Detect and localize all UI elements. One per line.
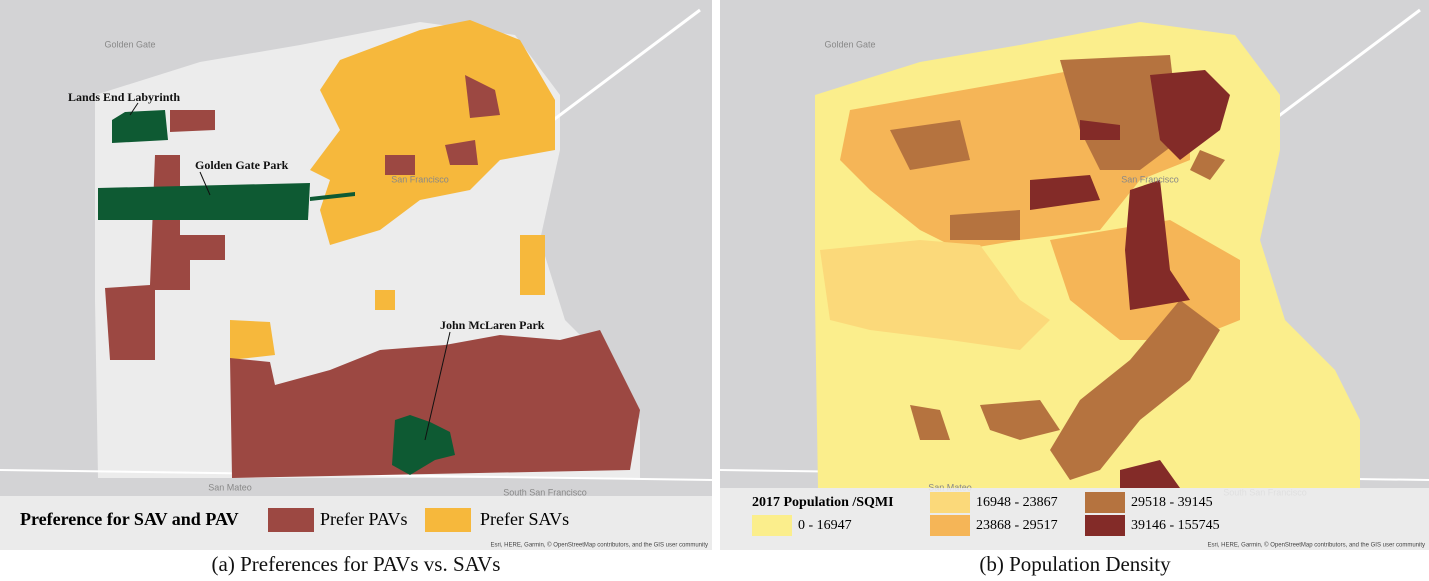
preference-region: [230, 320, 275, 360]
legend-label: 23868 - 29517: [976, 518, 1058, 533]
leader-line: [199, 171, 211, 196]
map-label: Golden Gate: [824, 39, 875, 49]
density-region: [1190, 150, 1225, 180]
preference-region: [385, 155, 415, 175]
density-region: [980, 400, 1060, 440]
legend-swatch: [930, 492, 970, 513]
density-region: [1120, 460, 1180, 488]
density-region: [820, 240, 1050, 350]
caption: (a) Preferences for PAVs vs. SAVs: [212, 552, 501, 576]
density-region: [950, 210, 1020, 240]
leader-line: [424, 331, 451, 441]
attribution: Esri, HERE, Garmin, © OpenStreetMap cont…: [1207, 542, 1425, 549]
density-region: [1150, 70, 1230, 160]
preference-region: [105, 155, 225, 360]
park: [98, 183, 310, 220]
density-region: [890, 120, 970, 170]
density-region: [1050, 300, 1220, 480]
preference-region: [375, 290, 395, 310]
legend-swatch: [1085, 515, 1125, 536]
legend-box: [0, 496, 712, 550]
preference-region: [230, 330, 640, 478]
legend-swatch: [268, 508, 314, 532]
legend-label: Prefer PAVs: [320, 509, 408, 529]
legend-swatch: [425, 508, 471, 532]
density-region: [910, 405, 950, 440]
map-label: San Mateo: [928, 482, 972, 492]
park-label: Golden Gate Park: [195, 158, 289, 172]
caption: (b) Population Density: [979, 552, 1171, 576]
map-label: South San Francisco: [503, 487, 587, 497]
park-label: Lands End Labyrinth: [68, 90, 180, 104]
preference-region: [310, 20, 555, 245]
density-region: [1080, 120, 1120, 140]
leader-line: [129, 102, 139, 116]
park: [392, 415, 455, 475]
preference-region: [465, 75, 500, 118]
legend-label: 39146 - 155745: [1131, 518, 1220, 533]
park-label: John McLaren Park: [440, 318, 545, 332]
park: [310, 192, 355, 201]
legend-title: 2017 Population /SQMI: [752, 495, 894, 510]
map-label: San Francisco: [1121, 174, 1179, 184]
density-region: [1060, 55, 1180, 170]
preference-region: [445, 140, 478, 165]
preference-region: [520, 235, 545, 295]
legend-box: [720, 488, 1429, 550]
map-label: San Francisco: [391, 174, 449, 184]
legend-swatch: [752, 515, 792, 536]
road: [1259, 8, 1421, 132]
attribution: Esri, HERE, Garmin, © OpenStreetMap cont…: [490, 542, 708, 549]
legend-label: 0 - 16947: [798, 518, 852, 533]
preference-region: [170, 110, 215, 132]
legend-swatch: [1085, 492, 1125, 513]
density-region: [1125, 180, 1190, 310]
park: [112, 110, 168, 143]
density-region: [1030, 175, 1100, 210]
map-label: Golden Gate: [104, 39, 155, 49]
map-label: San Mateo: [208, 482, 252, 492]
legend-label: Prefer SAVs: [480, 509, 569, 529]
road: [539, 8, 701, 132]
legend-label: 29518 - 39145: [1131, 495, 1213, 510]
legend-label: 16948 - 23867: [976, 495, 1058, 510]
legend-swatch: [930, 515, 970, 536]
legend-title: Preference for SAV and PAV: [20, 509, 239, 529]
